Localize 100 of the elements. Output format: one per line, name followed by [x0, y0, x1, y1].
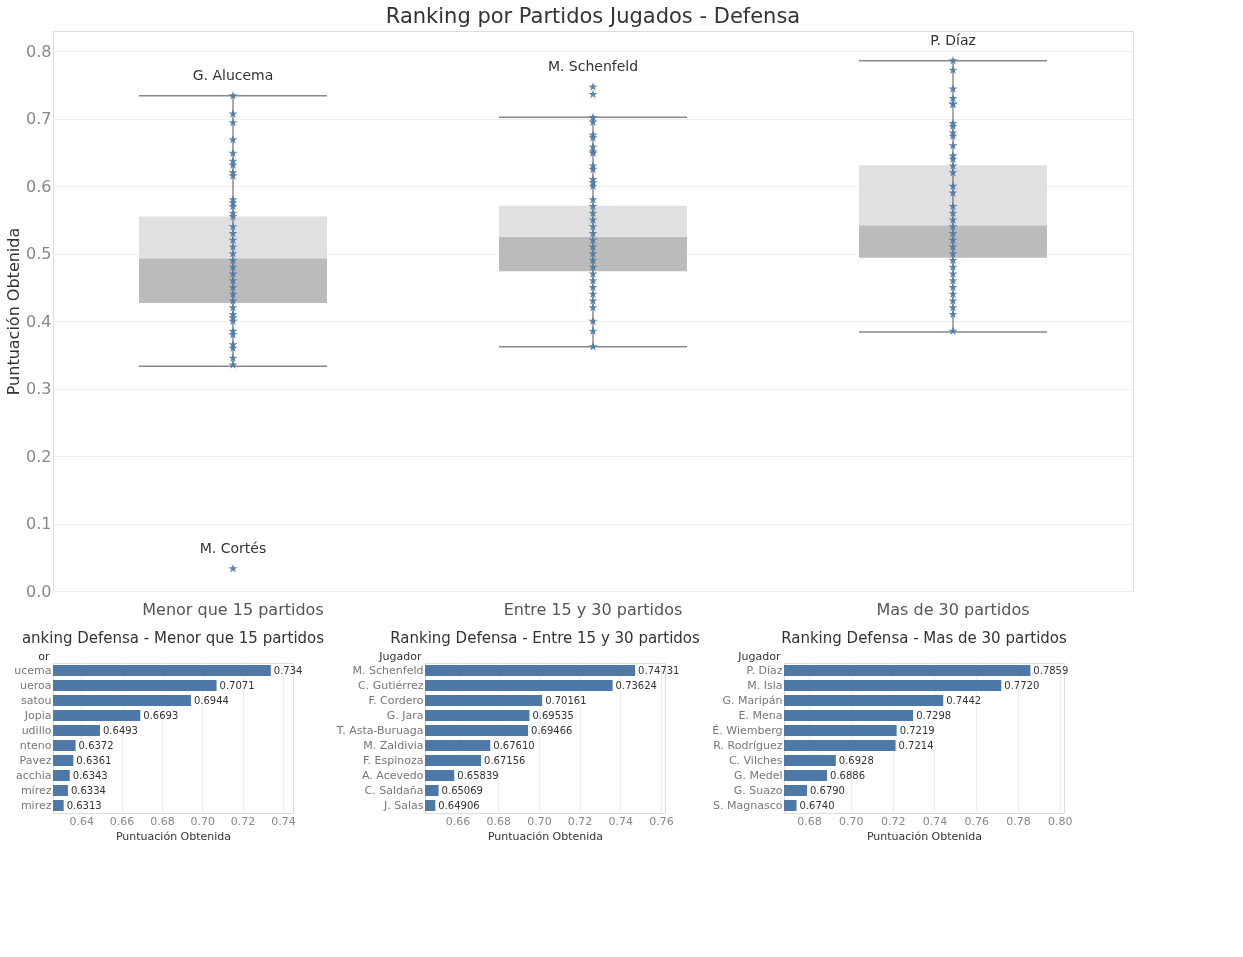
data-label: 0.7442	[946, 694, 982, 706]
data-label: 0.74731	[638, 664, 680, 676]
data-label: 0.65069	[441, 784, 483, 796]
x-tick-label: 0.68	[150, 814, 175, 828]
chart-title: Ranking por Partidos Jugados - Defensa	[385, 4, 801, 28]
data-label: 0.67156	[484, 754, 526, 766]
y-tick-label: C. Saldaña	[364, 783, 424, 797]
y-tick-label: É. Wiemberg	[712, 723, 783, 737]
y-tick-label: G. Jara	[386, 708, 424, 722]
y-tick-label: G. Maripán	[722, 693, 783, 707]
x-tick-label: 0.70	[839, 814, 864, 828]
data-label: 0.6693	[143, 709, 179, 721]
y-axis-title: Puntuación Obtenida	[4, 227, 24, 396]
y-tick-label: F. Espinoza	[363, 753, 424, 767]
data-label: 0.6361	[76, 754, 112, 766]
data-label: 0.6493	[102, 724, 138, 736]
y-tick-label: A. Acevedo	[362, 768, 424, 782]
x-axis-title: Puntuación Obtenida	[115, 829, 232, 843]
y-tick-label: satou	[21, 693, 52, 707]
y-tick-label: G. Suazo	[733, 783, 783, 797]
y-tick-label: E. Mena	[738, 708, 783, 722]
data-label: 0.6334	[70, 784, 106, 796]
annotation: G. Alucema	[192, 66, 274, 83]
y-tick-label: G. Medel	[733, 768, 783, 782]
y-tick-label: C. Gutiérrez	[358, 678, 424, 692]
x-tick-label: 0.80	[1048, 814, 1073, 828]
data-label: 0.7859	[1033, 664, 1069, 676]
data-label: 0.6944	[193, 694, 229, 706]
x-tick-label: 0.64	[69, 814, 94, 828]
y-tick-label: J. Salas	[383, 798, 424, 812]
data-label: 0.7214	[898, 739, 934, 751]
data-label: 0.734	[273, 664, 303, 676]
x-tick-label: 0.72	[230, 814, 256, 828]
x-tick-label: Entre 15 y 30 partidos	[503, 599, 683, 619]
x-tick-label: 0.72	[567, 814, 593, 828]
data-label: 0.6790	[809, 784, 845, 796]
y-tick-label: S. Magnasco	[713, 798, 783, 812]
chart-title: anking Defensa - Menor que 15 partidos	[21, 629, 325, 647]
data-label: 0.7219	[899, 724, 935, 736]
chart-title: Ranking Defensa - Mas de 30 partidos	[781, 629, 1068, 647]
chart-title: Ranking Defensa - Entre 15 y 30 partidos	[390, 629, 701, 647]
y-tick-label: M. Schenfeld	[352, 663, 424, 677]
y-tick-label: 0.6	[26, 176, 52, 196]
y-tick-label: C. Vilches	[728, 753, 783, 767]
data-label: 0.69535	[532, 709, 574, 721]
y-tick-label: 0.0	[26, 581, 52, 601]
data-label: 0.7720	[1004, 679, 1040, 691]
x-tick-label: 0.78	[1006, 814, 1031, 828]
y-tick-label: mirez	[20, 798, 52, 812]
x-tick-label: 0.74	[271, 814, 296, 828]
data-label: 0.6372	[78, 739, 114, 751]
y-tick-label: 0.5	[26, 244, 52, 264]
x-tick-label: 0.66	[445, 814, 471, 828]
y-tick-label: M. Zaldivia	[363, 738, 424, 752]
data-label: 0.7071	[219, 679, 255, 691]
y-tick-label: R. Rodríguez	[713, 738, 783, 752]
y-tick-label: 0.8	[26, 41, 52, 61]
y-tick-label: ueroa	[20, 678, 52, 692]
x-tick-label: Menor que 15 partidos	[142, 599, 324, 619]
y-tick-label: 0.7	[26, 109, 52, 129]
y-tick-label: ucema	[14, 663, 52, 677]
y-axis-title: Jugador	[737, 649, 781, 663]
data-label: 0.65839	[457, 769, 499, 781]
data-label: 0.6740	[799, 799, 835, 811]
x-tick-label: 0.70	[527, 814, 552, 828]
data-label: 0.6886	[830, 769, 866, 781]
y-tick-label: F. Cordero	[368, 693, 424, 707]
y-tick-label: nteno	[19, 738, 52, 752]
annotation: M. Cortés	[199, 539, 267, 556]
y-tick-label: 0.3	[26, 379, 52, 399]
y-tick-label: Jopia	[23, 708, 52, 722]
data-label: 0.6343	[72, 769, 108, 781]
x-axis-title: Puntuación Obtenida	[487, 829, 604, 843]
y-tick-label: 0.2	[26, 446, 52, 466]
data-label: 0.67610	[493, 739, 535, 751]
x-tick-label: 0.74	[922, 814, 948, 828]
data-label: 0.73624	[615, 679, 657, 691]
annotation: M. Schenfeld	[547, 58, 639, 74]
y-tick-label: 0.4	[26, 311, 52, 331]
data-label: 0.6928	[838, 754, 874, 766]
y-tick-label: P. Díaz	[746, 663, 783, 677]
x-tick-label: 0.72	[880, 814, 906, 828]
data-label: 0.6313	[66, 799, 102, 811]
y-tick-label: acchia	[15, 768, 52, 782]
y-axis-title: Jugador	[378, 649, 422, 663]
y-tick-label: Pavez	[19, 753, 52, 767]
data-label: 0.64906	[438, 799, 480, 811]
x-tick-label: 0.76	[964, 814, 989, 828]
x-tick-label: 0.74	[608, 814, 633, 828]
y-tick-label: 0.1	[26, 514, 52, 534]
y-tick-label: T. Asta-Buruaga	[335, 723, 424, 737]
x-tick-label: 0.68	[486, 814, 511, 828]
x-axis-title: Puntuación Obtenida	[866, 829, 983, 843]
y-tick-label: udillo	[21, 723, 52, 737]
data-label: 0.70161	[545, 694, 587, 706]
y-tick-label: M. Isla	[747, 678, 783, 692]
x-tick-label: 0.76	[649, 814, 674, 828]
x-tick-label: Mas de 30 partidos	[876, 599, 1030, 619]
x-tick-label: 0.68	[797, 814, 822, 828]
annotation: P. Díaz	[930, 31, 976, 48]
